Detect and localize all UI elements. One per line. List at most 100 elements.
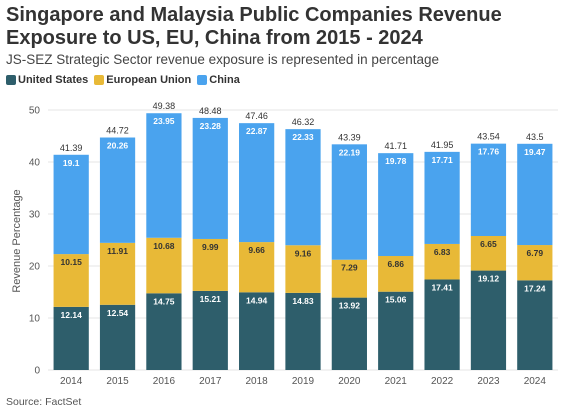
- value-label: 19.78: [385, 156, 407, 166]
- chart-title: Singapore and Malaysia Public Companies …: [6, 4, 502, 49]
- value-label: 13.92: [339, 301, 361, 311]
- bar-segment-european-union: [517, 245, 553, 281]
- value-label: 14.83: [292, 296, 314, 306]
- y-tick-label: 40: [29, 158, 41, 169]
- legend-label-european-union: European Union: [106, 74, 192, 86]
- value-label: 12.54: [107, 308, 129, 318]
- bar-segment-european-union: [470, 235, 507, 271]
- x-tick-label: 2015: [106, 376, 129, 387]
- value-label: 17.41: [431, 282, 453, 292]
- legend-item-european-union: European Union: [94, 74, 191, 86]
- value-label: 11.91: [107, 246, 128, 256]
- bar-segment-united-states: [517, 280, 553, 370]
- total-label: 41.39: [60, 143, 83, 153]
- bar-segment-european-union: [378, 256, 414, 292]
- legend-swatch-china: [197, 75, 208, 85]
- bar-segment-european-union: [285, 245, 321, 293]
- value-label: 10.15: [61, 257, 83, 267]
- bar-segment-china: [146, 113, 182, 238]
- value-label: 17.24: [524, 283, 546, 293]
- x-tick-label: 2021: [385, 376, 408, 387]
- legend-label-china: China: [209, 74, 240, 86]
- value-label: 19.1: [63, 158, 80, 168]
- legend-swatch-united-states: [6, 75, 16, 85]
- bar-segment-european-union: [53, 254, 89, 307]
- x-tick-label: 2017: [199, 376, 222, 387]
- x-tick-label: 2016: [153, 376, 176, 387]
- value-label: 6.83: [434, 247, 451, 257]
- bar-segment-china: [239, 123, 275, 243]
- bar-segment-european-union: [331, 259, 367, 298]
- y-tick-label: 20: [29, 262, 41, 273]
- total-label: 43.5: [526, 132, 544, 142]
- value-label: 19.47: [524, 147, 546, 157]
- value-label: 15.06: [385, 295, 407, 305]
- bar-segment-china: [192, 117, 228, 239]
- total-label: 49.38: [153, 101, 176, 111]
- x-tick-label: 2024: [524, 376, 547, 387]
- value-label: 9.99: [202, 242, 219, 252]
- legend: United States European Union China: [6, 74, 240, 86]
- x-tick-label: 2020: [338, 376, 361, 387]
- bar-segment-united-states: [378, 291, 414, 370]
- x-tick-label: 2019: [292, 376, 315, 387]
- bar-segment-united-states: [146, 293, 182, 370]
- bar-segment-united-states: [331, 297, 367, 370]
- bar-segment-china: [424, 151, 460, 244]
- source-note: Source: FactSet: [6, 396, 82, 408]
- value-label: 23.95: [153, 116, 175, 126]
- y-tick-label: 30: [29, 210, 41, 221]
- x-tick-label: 2014: [60, 376, 83, 387]
- value-label: 12.14: [61, 310, 83, 320]
- value-label: 14.94: [246, 295, 268, 305]
- total-label: 41.95: [431, 140, 454, 150]
- bars-layer: [53, 113, 553, 370]
- bar-segment-china: [331, 144, 367, 260]
- legend-item-united-states: United States: [6, 74, 88, 86]
- x-tick-label: 2022: [431, 376, 454, 387]
- bar-segment-china: [285, 129, 321, 246]
- total-label: 41.71: [384, 141, 407, 151]
- y-tick-label: 10: [29, 314, 41, 325]
- x-tick-label: 2018: [246, 376, 269, 387]
- value-label: 22.33: [292, 132, 314, 142]
- bar-segment-china: [99, 137, 136, 243]
- value-label: 6.79: [527, 248, 544, 258]
- bar-segment-china: [378, 153, 414, 257]
- y-tick-label: 50: [29, 106, 41, 117]
- value-label: 20.26: [107, 141, 129, 151]
- bar-segment-united-states: [192, 290, 228, 370]
- chart-subtitle: JS-SEZ Strategic Sector revenue exposure…: [6, 52, 439, 67]
- value-label: 10.68: [153, 241, 175, 251]
- total-label: 43.39: [338, 132, 361, 142]
- value-label: 7.29: [341, 263, 358, 273]
- x-tick-label: 2023: [477, 376, 500, 387]
- labels-layer: 12.14 10.15 19.1 41.39 2014 12.54 11.91 20.26 44…: [60, 101, 546, 387]
- bar-segment-european-union: [99, 242, 136, 305]
- y-axis-title: Revenue Percentage: [11, 189, 23, 292]
- value-label: 19.12: [478, 274, 500, 284]
- bar-segment-european-union: [192, 238, 228, 291]
- value-label: 9.16: [295, 248, 312, 258]
- bar-segment-china: [470, 143, 507, 236]
- value-label: 14.75: [153, 296, 175, 306]
- value-label: 15.21: [200, 294, 222, 304]
- value-label: 22.87: [246, 126, 268, 136]
- legend-item-china: China: [197, 74, 240, 86]
- bar-segment-united-states: [424, 279, 460, 370]
- value-label: 6.86: [387, 259, 404, 269]
- y-tick-label: 0: [34, 366, 40, 377]
- bar-segment-european-union: [239, 242, 275, 293]
- value-label: 17.76: [478, 147, 500, 157]
- total-label: 48.48: [199, 106, 222, 116]
- value-label: 22.19: [339, 147, 361, 157]
- value-label: 17.71: [431, 155, 453, 165]
- bar-segment-united-states: [285, 292, 321, 370]
- value-label: 23.28: [200, 121, 222, 131]
- bar-segment-united-states: [53, 306, 89, 370]
- bar-segment-united-states: [470, 270, 507, 370]
- bar-segment-china: [53, 154, 89, 255]
- legend-label-united-states: United States: [18, 74, 89, 86]
- bar-segment-european-union: [424, 243, 460, 280]
